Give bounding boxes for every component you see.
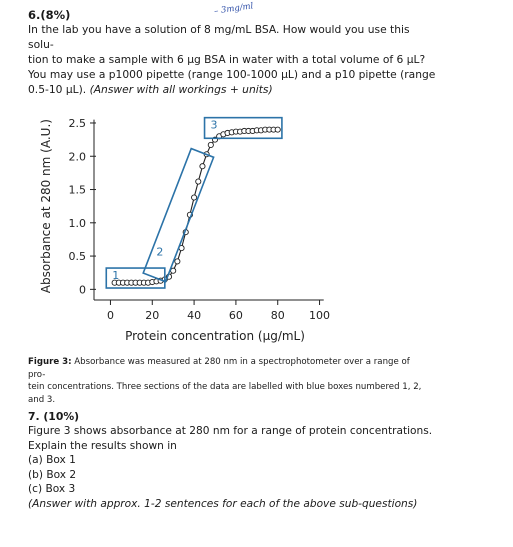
axis-labels: Protein concentration (µg/mL) Absorbance …: [39, 119, 305, 343]
question-6-text: In the lab you have a solution of 8 mg/m…: [28, 22, 438, 97]
figure-caption: Figure 3: Absorbance was measured at 280…: [28, 356, 428, 406]
question-7-number: 7. (10%): [28, 410, 80, 423]
q7-instruction: (Answer with approx. 1-2 sentences for e…: [28, 497, 418, 510]
data-point: [174, 258, 181, 265]
chart-axes: 0 0.5 1.0 1.5 2.0 2.5 0 20 40 60 80 100: [69, 117, 331, 322]
fit-curve: [114, 129, 278, 284]
question-7-text: Figure 3 shows absorbance at 280 nm for …: [28, 424, 448, 511]
box-3: [203, 116, 283, 140]
annotation-boxes: 1 2 3: [105, 116, 283, 289]
q6-line: 0.5-10 µL).: [28, 83, 87, 96]
x-axis-label: Protein concentration (µg/mL): [125, 329, 305, 343]
q6-line: tion to make a sample with 6 µg BSA in w…: [28, 53, 426, 66]
y-tick-label: 1.5: [69, 184, 87, 197]
y-tick-label: 0: [79, 283, 86, 296]
y-tick-label: 0.5: [69, 250, 87, 263]
box-2: [142, 147, 215, 283]
box-1: [105, 267, 166, 289]
x-tick-label: 40: [187, 309, 201, 322]
q7-box-c: (c) Box 3: [28, 483, 76, 495]
q7-line: Figure 3 shows absorbance at 280 nm for …: [28, 425, 433, 437]
data-point: [191, 194, 198, 201]
x-tick-label: 100: [309, 309, 330, 322]
caption-line: tein concentrations. Three sections of t…: [28, 382, 422, 392]
series-line: [114, 129, 278, 284]
q6-line-last: 0.5-10 µL). (Answer with all workings + …: [28, 82, 438, 97]
data-point: [207, 141, 214, 148]
q7-line: Explain the results shown in: [28, 439, 177, 452]
x-tick-label: 20: [145, 309, 159, 322]
x-tick-label: 0: [107, 309, 114, 322]
q6-instruction: (Answer with all workings + units): [89, 83, 273, 96]
x-tick-label: 80: [271, 309, 285, 322]
y-tick-label: 2.5: [69, 117, 87, 130]
caption-line-1: Figure 3: Absorbance was measured at 280…: [28, 356, 428, 381]
data-point: [274, 126, 281, 133]
x-tick-label: 60: [229, 309, 243, 322]
caption-line: and 3.: [28, 394, 56, 405]
box-label-3: 3: [211, 119, 218, 132]
data-point: [195, 178, 202, 185]
data-point: [199, 163, 206, 170]
data-points: [111, 126, 281, 286]
question-6-number: 6.(8%): [28, 8, 71, 22]
q7-box-b: (b) Box 2: [28, 468, 77, 481]
caption-label: Figure 3:: [28, 357, 72, 367]
q6-line: You may use a p1000 pipette (range 100-1…: [28, 68, 436, 81]
y-axis-label: Absorbance at 280 nm (A.U.): [39, 119, 53, 293]
box-label-1: 1: [112, 269, 119, 282]
box-label-2: 2: [156, 245, 163, 258]
caption-text: Absorbance was measured at 280 nm in a s…: [28, 357, 410, 380]
q7-box-a: (a) Box 1: [28, 454, 76, 466]
y-tick-label: 2.0: [69, 150, 87, 163]
q6-line: In the lab you have a solution of 8 mg/m…: [28, 23, 410, 51]
y-tick-label: 1.0: [69, 217, 87, 230]
